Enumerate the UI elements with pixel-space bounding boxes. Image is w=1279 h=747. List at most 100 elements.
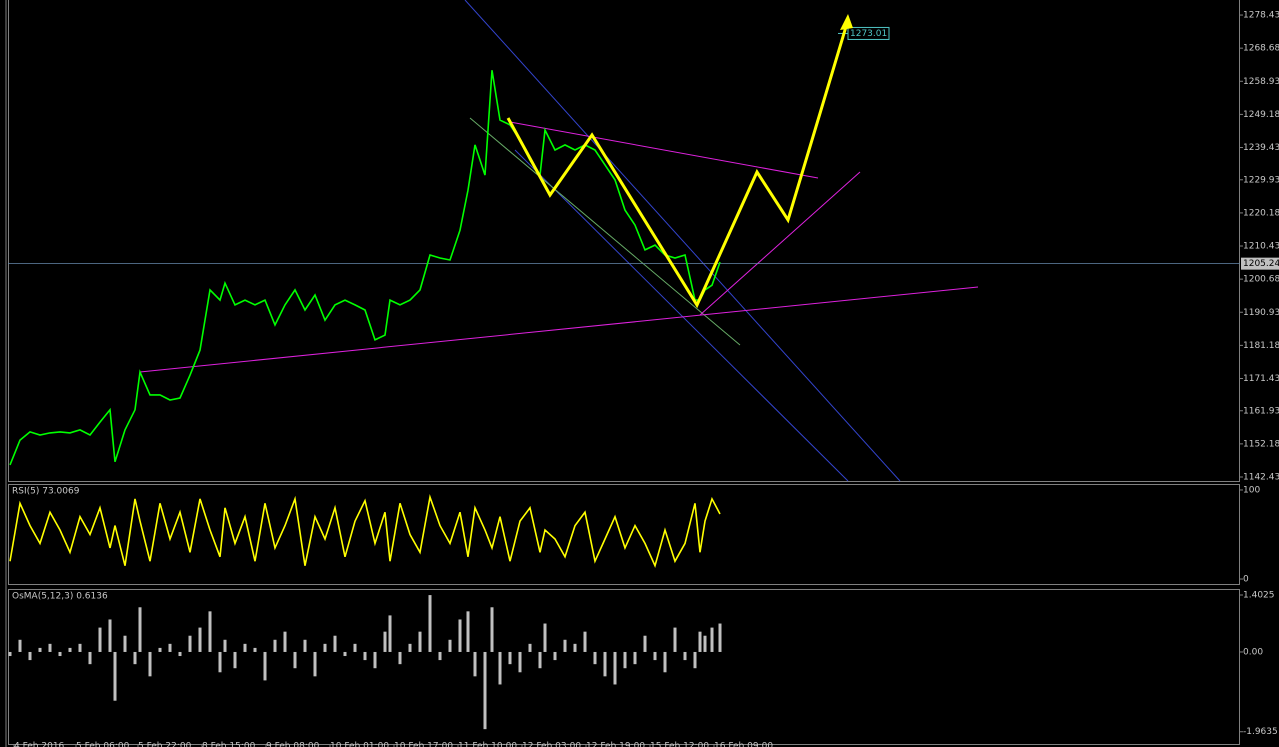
histogram-bar	[473, 651, 477, 677]
x-tick-label: 12 Feb 19:00	[586, 742, 645, 747]
last-price-box	[1241, 257, 1279, 270]
histogram-bar	[178, 651, 182, 657]
histogram-bar	[703, 635, 707, 652]
histogram-bar	[198, 627, 202, 652]
histogram-bar	[383, 631, 387, 652]
histogram-bar	[273, 639, 277, 652]
panel-frames	[8, 0, 1240, 745]
histogram-bar	[373, 651, 377, 669]
y-tick-label: 1258.93	[1243, 77, 1279, 87]
histogram-bar	[108, 619, 112, 652]
histogram-bar	[603, 651, 607, 677]
histogram-bar	[633, 651, 637, 665]
histogram-bar	[683, 651, 687, 661]
histogram-bar	[313, 651, 317, 677]
histogram-bar	[98, 627, 102, 652]
histogram-bar	[353, 643, 357, 652]
histogram-bar	[483, 651, 487, 730]
histogram-bar	[653, 651, 657, 661]
target-box	[847, 26, 890, 40]
histogram-bar	[538, 651, 542, 669]
drawings	[139, 0, 979, 482]
y-tick-label: 1229.93	[1243, 175, 1279, 185]
histogram-bar	[148, 651, 152, 677]
trend-line	[699, 171, 861, 316]
histogram-bar	[28, 651, 32, 661]
histogram-bar	[208, 611, 212, 652]
histogram-bar	[133, 651, 137, 665]
histogram-bar	[466, 611, 470, 652]
histogram-bar	[303, 639, 307, 652]
histogram-bar	[613, 651, 617, 685]
y-tick-label: 1268.68	[1243, 44, 1279, 54]
y-tick-label: 100	[1243, 485, 1260, 495]
y-tick-label: -1.9635	[1243, 727, 1278, 737]
x-tick-label: 5 Feb 06:00	[76, 742, 130, 747]
y-tick-label: 1200.68	[1243, 275, 1279, 285]
series-line	[9, 70, 721, 466]
target-label: 1273.01	[850, 29, 887, 39]
histogram-bar	[398, 651, 402, 665]
histogram-bar	[490, 607, 494, 652]
x-tick-label: 10 Feb 17:00	[394, 742, 453, 747]
histogram-bar	[293, 651, 297, 669]
histogram-bar	[428, 595, 432, 652]
histogram-bar	[8, 651, 12, 657]
histogram-bar	[58, 651, 62, 657]
histogram-bar	[593, 651, 597, 665]
histogram-bar	[123, 635, 127, 652]
histogram-bar	[553, 651, 557, 661]
x-tick-label: 15 Feb 12:00	[650, 742, 709, 747]
histogram-bar	[388, 615, 392, 652]
histogram-bar	[573, 643, 577, 652]
histogram-bar	[623, 651, 627, 669]
histogram-bar	[528, 643, 532, 652]
trend-line	[509, 121, 819, 179]
histogram-bar	[363, 651, 367, 661]
histogram-bar	[543, 623, 547, 652]
y-tick-label: 1220.18	[1243, 208, 1279, 218]
histogram-bar	[343, 651, 347, 657]
histogram-bar	[498, 651, 502, 685]
forecast-path	[506, 19, 850, 309]
histogram-bar	[663, 651, 667, 673]
histogram-bar	[78, 643, 82, 652]
histogram-bar	[253, 647, 257, 652]
y-tick-label: 0	[1243, 575, 1249, 585]
histogram-bar	[138, 607, 142, 652]
x-tick-label: 10 Feb 01:00	[330, 742, 389, 747]
y-tick-label: 1278.43	[1243, 11, 1279, 21]
main-panel	[8, 0, 1240, 482]
histogram-bar	[18, 639, 22, 652]
histogram-bar	[710, 627, 714, 652]
histogram-bar	[448, 639, 452, 652]
y-tick-label: 1181.18	[1243, 341, 1279, 351]
y-tick-label: 0.00	[1243, 647, 1263, 657]
y-tick-label: 1.4025	[1243, 590, 1275, 600]
histogram-bar	[158, 647, 162, 652]
histogram-bar	[518, 651, 522, 673]
histogram-bar	[233, 651, 237, 669]
y-tick-label: 1239.43	[1243, 143, 1279, 153]
channel-line	[514, 149, 849, 482]
x-tick-label: 4 Feb 2016	[14, 742, 65, 747]
histogram-bar	[418, 631, 422, 652]
trend-line	[469, 117, 741, 346]
x-tick-label: 16 Feb 09:00	[714, 742, 773, 747]
histogram-bar	[438, 651, 442, 661]
histogram-bar	[38, 647, 42, 652]
histogram-bar	[408, 643, 412, 652]
y-tick-label: 1190.93	[1243, 308, 1279, 318]
histogram-bar	[458, 619, 462, 652]
histogram-bar	[508, 651, 512, 665]
forecast-arrows	[506, 14, 853, 309]
histogram-bar	[583, 631, 587, 652]
histogram-bar	[68, 647, 72, 652]
series-line	[9, 493, 721, 569]
histogram-bar	[643, 635, 647, 652]
histogram-bar	[243, 643, 247, 652]
channel-line	[464, 0, 901, 482]
indicator-title: OsMA(5,12,3) 0.6136	[12, 592, 108, 602]
